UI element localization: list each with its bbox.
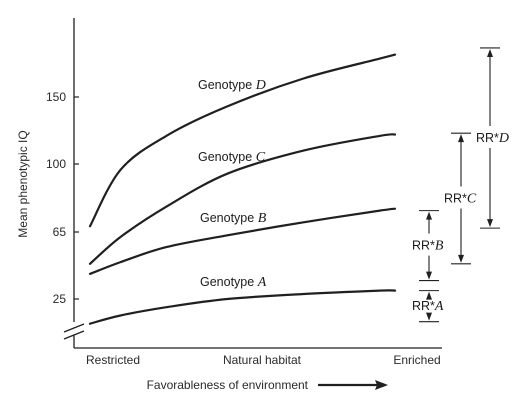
y-tick-label: 100	[46, 157, 66, 171]
x-axis-title: Favorableness of environment	[147, 378, 388, 392]
rr-label-letter: B	[435, 239, 444, 254]
y-ticks: 25 65 100 150	[46, 90, 79, 306]
rr-label-letter: C	[467, 192, 477, 207]
series-label-genotype-a: Genotype A	[200, 275, 267, 290]
y-tick-label: 65	[53, 225, 67, 239]
arrow-up-icon	[426, 211, 432, 220]
x-tick-label: Natural habitat	[223, 353, 302, 367]
arrow-up-icon	[426, 291, 432, 300]
arrow-up-icon	[458, 134, 464, 143]
series-line-genotype-b	[88, 207, 397, 275]
series-lines	[88, 53, 397, 325]
rr-bar-b: RR*B	[412, 210, 444, 282]
series-line-genotype-a	[88, 289, 397, 325]
rr-label-prefix: RR*	[444, 192, 467, 206]
series-line-genotype-c	[88, 133, 397, 265]
x-axis-label: Favorableness of environment	[147, 378, 309, 392]
series-label-prefix: Genotype	[200, 211, 258, 225]
rr-label-letter: D	[498, 131, 509, 146]
arrow-down-icon	[487, 219, 493, 228]
series-label-letter: C	[256, 150, 266, 165]
y-axis-break-mark-upper	[63, 323, 85, 333]
series-label-genotype-c: Genotype C	[198, 150, 266, 165]
arrow-down-icon	[458, 254, 464, 263]
rr-bar-label: RR*C	[444, 192, 477, 207]
rr-label-prefix: RR*	[476, 131, 499, 145]
series-line-genotype-d	[88, 53, 397, 228]
series-label-letter: A	[257, 275, 267, 290]
series-label-letter: D	[255, 78, 266, 93]
y-axis-label: Mean phenotypic IQ	[16, 130, 30, 237]
x-axis-arrow-icon	[375, 380, 388, 390]
series-label-genotype-b: Genotype B	[200, 211, 267, 226]
axes	[63, 18, 442, 349]
rr-bar-label: RR*B	[412, 239, 444, 254]
rr-bar-c: RR*C	[444, 132, 477, 265]
rr-label-prefix: RR*	[412, 239, 435, 253]
arrow-down-icon	[426, 312, 432, 321]
arrow-down-icon	[426, 271, 432, 280]
series-label-prefix: Genotype	[198, 150, 256, 164]
rr-bar-d: RR*D	[476, 47, 509, 229]
series-label-prefix: Genotype	[198, 78, 256, 92]
x-tick-label: Restricted	[86, 353, 140, 367]
x-tick-labels: Restricted Natural habitat Enriched	[86, 353, 441, 367]
arrow-up-icon	[487, 48, 493, 57]
x-tick-label: Enriched	[393, 353, 440, 367]
reaction-range-bars: RR*DRR*CRR*BRR*A	[412, 47, 509, 323]
series-label-letter: B	[258, 211, 267, 226]
rr-bar-label: RR*A	[412, 299, 444, 314]
rr-bar-label: RR*D	[476, 131, 509, 146]
series-label-prefix: Genotype	[200, 275, 258, 289]
rr-label-prefix: RR*	[412, 299, 435, 313]
series-label-genotype-d: Genotype D	[198, 78, 266, 93]
rr-label-letter: A	[434, 299, 444, 314]
y-tick-label: 25	[53, 292, 67, 306]
rr-bar-a: RR*A	[412, 290, 444, 323]
y-tick-label: 150	[46, 90, 66, 104]
